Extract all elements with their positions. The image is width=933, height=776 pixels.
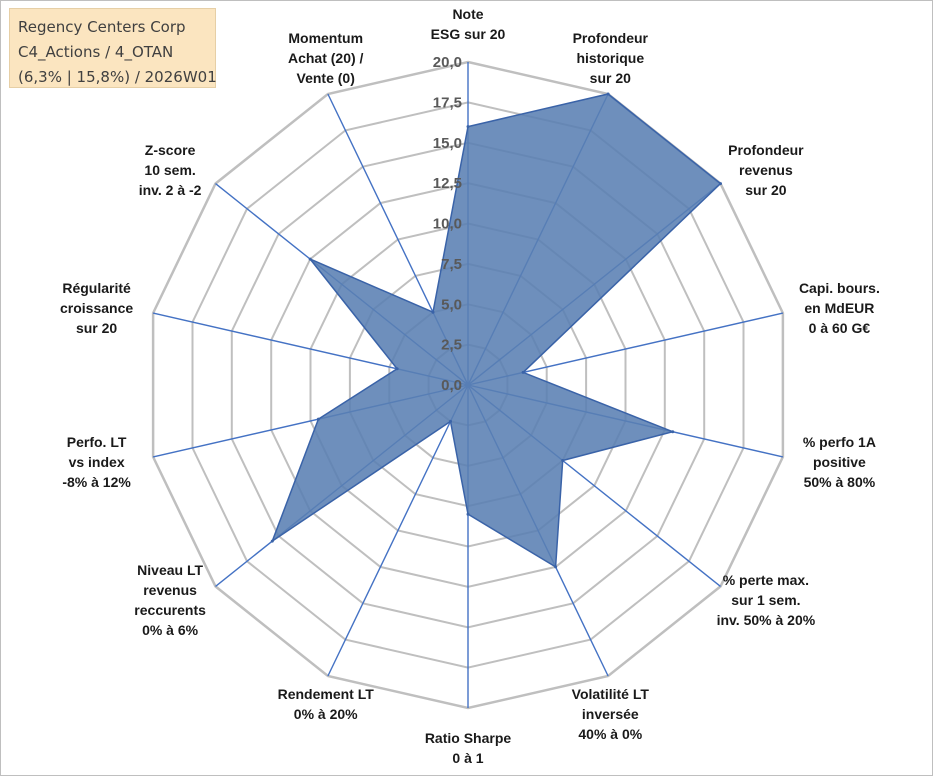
data-point	[395, 367, 399, 371]
axis-label: % perfo 1A positive 50% à 80%	[803, 434, 876, 490]
axis-label: Note ESG sur 20	[431, 6, 506, 42]
radial-tick-label: 20,0	[433, 54, 462, 71]
axis-label-line: ESG sur 20	[431, 26, 506, 42]
data-point	[466, 125, 470, 129]
axis-label-line: Perfo. LT	[67, 434, 127, 450]
data-series-area	[270, 93, 722, 569]
axis-label-line: Momentum	[288, 30, 363, 46]
axis-label-line: vs index	[69, 454, 125, 470]
axis-label-line: reccurents	[134, 602, 206, 618]
axis-label: Régularité croissance sur 20	[60, 280, 133, 336]
axis-label-line: Z-score	[145, 142, 196, 158]
axis-label-line: 0% à 6%	[142, 622, 199, 638]
data-point	[521, 370, 525, 374]
axis-label-line: Note	[452, 6, 483, 22]
axis-label-line: en MdEUR	[804, 300, 874, 316]
axis-spoke	[327, 384, 469, 677]
axis-label-line: Régularité	[62, 280, 131, 296]
data-point	[270, 539, 274, 543]
category-label: C4_Actions / 4_OTAN	[18, 43, 174, 61]
axis-label-line: 50% à 80%	[804, 474, 876, 490]
axis-label: % perte max. sur 1 sem. inv. 50% à 20%	[717, 572, 816, 628]
radial-tick-label: 5,0	[441, 296, 462, 313]
axis-label: Profondeur revenus sur 20	[728, 142, 804, 198]
radial-tick-label: 10,0	[433, 216, 462, 233]
axis-label-line: % perfo 1A	[803, 434, 876, 450]
axis-label-line: inv. 50% à 20%	[717, 612, 816, 628]
axis-label: Volatilité LT inversée 40% à 0%	[572, 686, 650, 742]
radial-tick-label: 15,0	[433, 135, 462, 152]
data-point	[449, 419, 452, 423]
axis-label-line: % perte max.	[723, 572, 809, 588]
radial-tick-label: 7,5	[441, 256, 462, 273]
axis-label-line: 0 à 1	[452, 750, 483, 766]
axis-label-line: 40% à 0%	[578, 726, 642, 742]
axis-label-line: 10 sem.	[144, 162, 195, 178]
axis-label-line: 0% à 20%	[294, 706, 358, 722]
axis-label-line: Rendement LT	[278, 686, 375, 702]
radial-tick-label: 2,5	[441, 337, 462, 354]
radial-tick-label: 17,5	[433, 94, 462, 111]
axis-label-line: positive	[813, 454, 866, 470]
axis-label-line: sur 20	[745, 182, 786, 198]
axis-label-line: croissance	[60, 300, 133, 316]
axis-label-line: Capi. bours.	[799, 280, 880, 296]
chart-title-box: Regency Centers Corp C4_Actions / 4_OTAN…	[9, 8, 217, 88]
axis-label-line: sur 20	[76, 320, 117, 336]
axis-label-line: sur 1 sem.	[731, 592, 800, 608]
axis-label: Ratio Sharpe 0 à 1	[425, 730, 512, 766]
data-point	[431, 310, 435, 314]
axis-label-line: Ratio Sharpe	[425, 730, 512, 746]
axis-label: Capi. bours. en MdEUR 0 à 60 G€	[799, 280, 880, 336]
axis-label-line: inversée	[582, 706, 639, 722]
data-point	[466, 512, 470, 516]
axis-label: Rendement LT 0% à 20%	[278, 686, 375, 722]
data-point	[554, 565, 558, 569]
data-point	[606, 92, 610, 96]
score-week-label: (6,3% | 15,8%) / 2026W01	[18, 68, 217, 86]
data-point	[719, 182, 722, 186]
axis-label: Niveau LT revenus reccurents 0% à 6%	[134, 562, 206, 638]
data-point	[316, 417, 320, 421]
axis-label-line: inv. 2 à -2	[139, 182, 202, 198]
axis-label-line: revenus	[739, 162, 793, 178]
axis-label-line: sur 20	[590, 70, 631, 86]
axis-label-line: Profondeur	[728, 142, 804, 158]
data-point	[671, 430, 675, 434]
axis-label: Perfo. LT vs index -8% à 12%	[62, 434, 131, 490]
axis-label-line: 0 à 60 G€	[809, 320, 871, 336]
radial-tick-label: 12,5	[433, 175, 462, 192]
axis-label-line: historique	[576, 50, 644, 66]
radial-tick-label: 0,0	[441, 377, 462, 394]
axis-label: Profondeur historique sur 20	[573, 30, 649, 86]
axis-label-line: Vente (0)	[297, 70, 355, 86]
axis-label-line: Achat (20) /	[288, 50, 364, 66]
company-name: Regency Centers Corp	[18, 18, 186, 36]
axis-label-line: Niveau LT	[137, 562, 203, 578]
axis-label-line: revenus	[143, 582, 197, 598]
data-point	[308, 257, 312, 261]
axis-label-line: -8% à 12%	[62, 474, 131, 490]
axis-label: Z-score 10 sem. inv. 2 à -2	[139, 142, 202, 198]
axis-label-line: Volatilité LT	[572, 686, 650, 702]
axis-label-line: Profondeur	[573, 30, 649, 46]
axis-label: Momentum Achat (20) / Vente (0)	[288, 30, 364, 86]
data-point	[561, 459, 565, 462]
